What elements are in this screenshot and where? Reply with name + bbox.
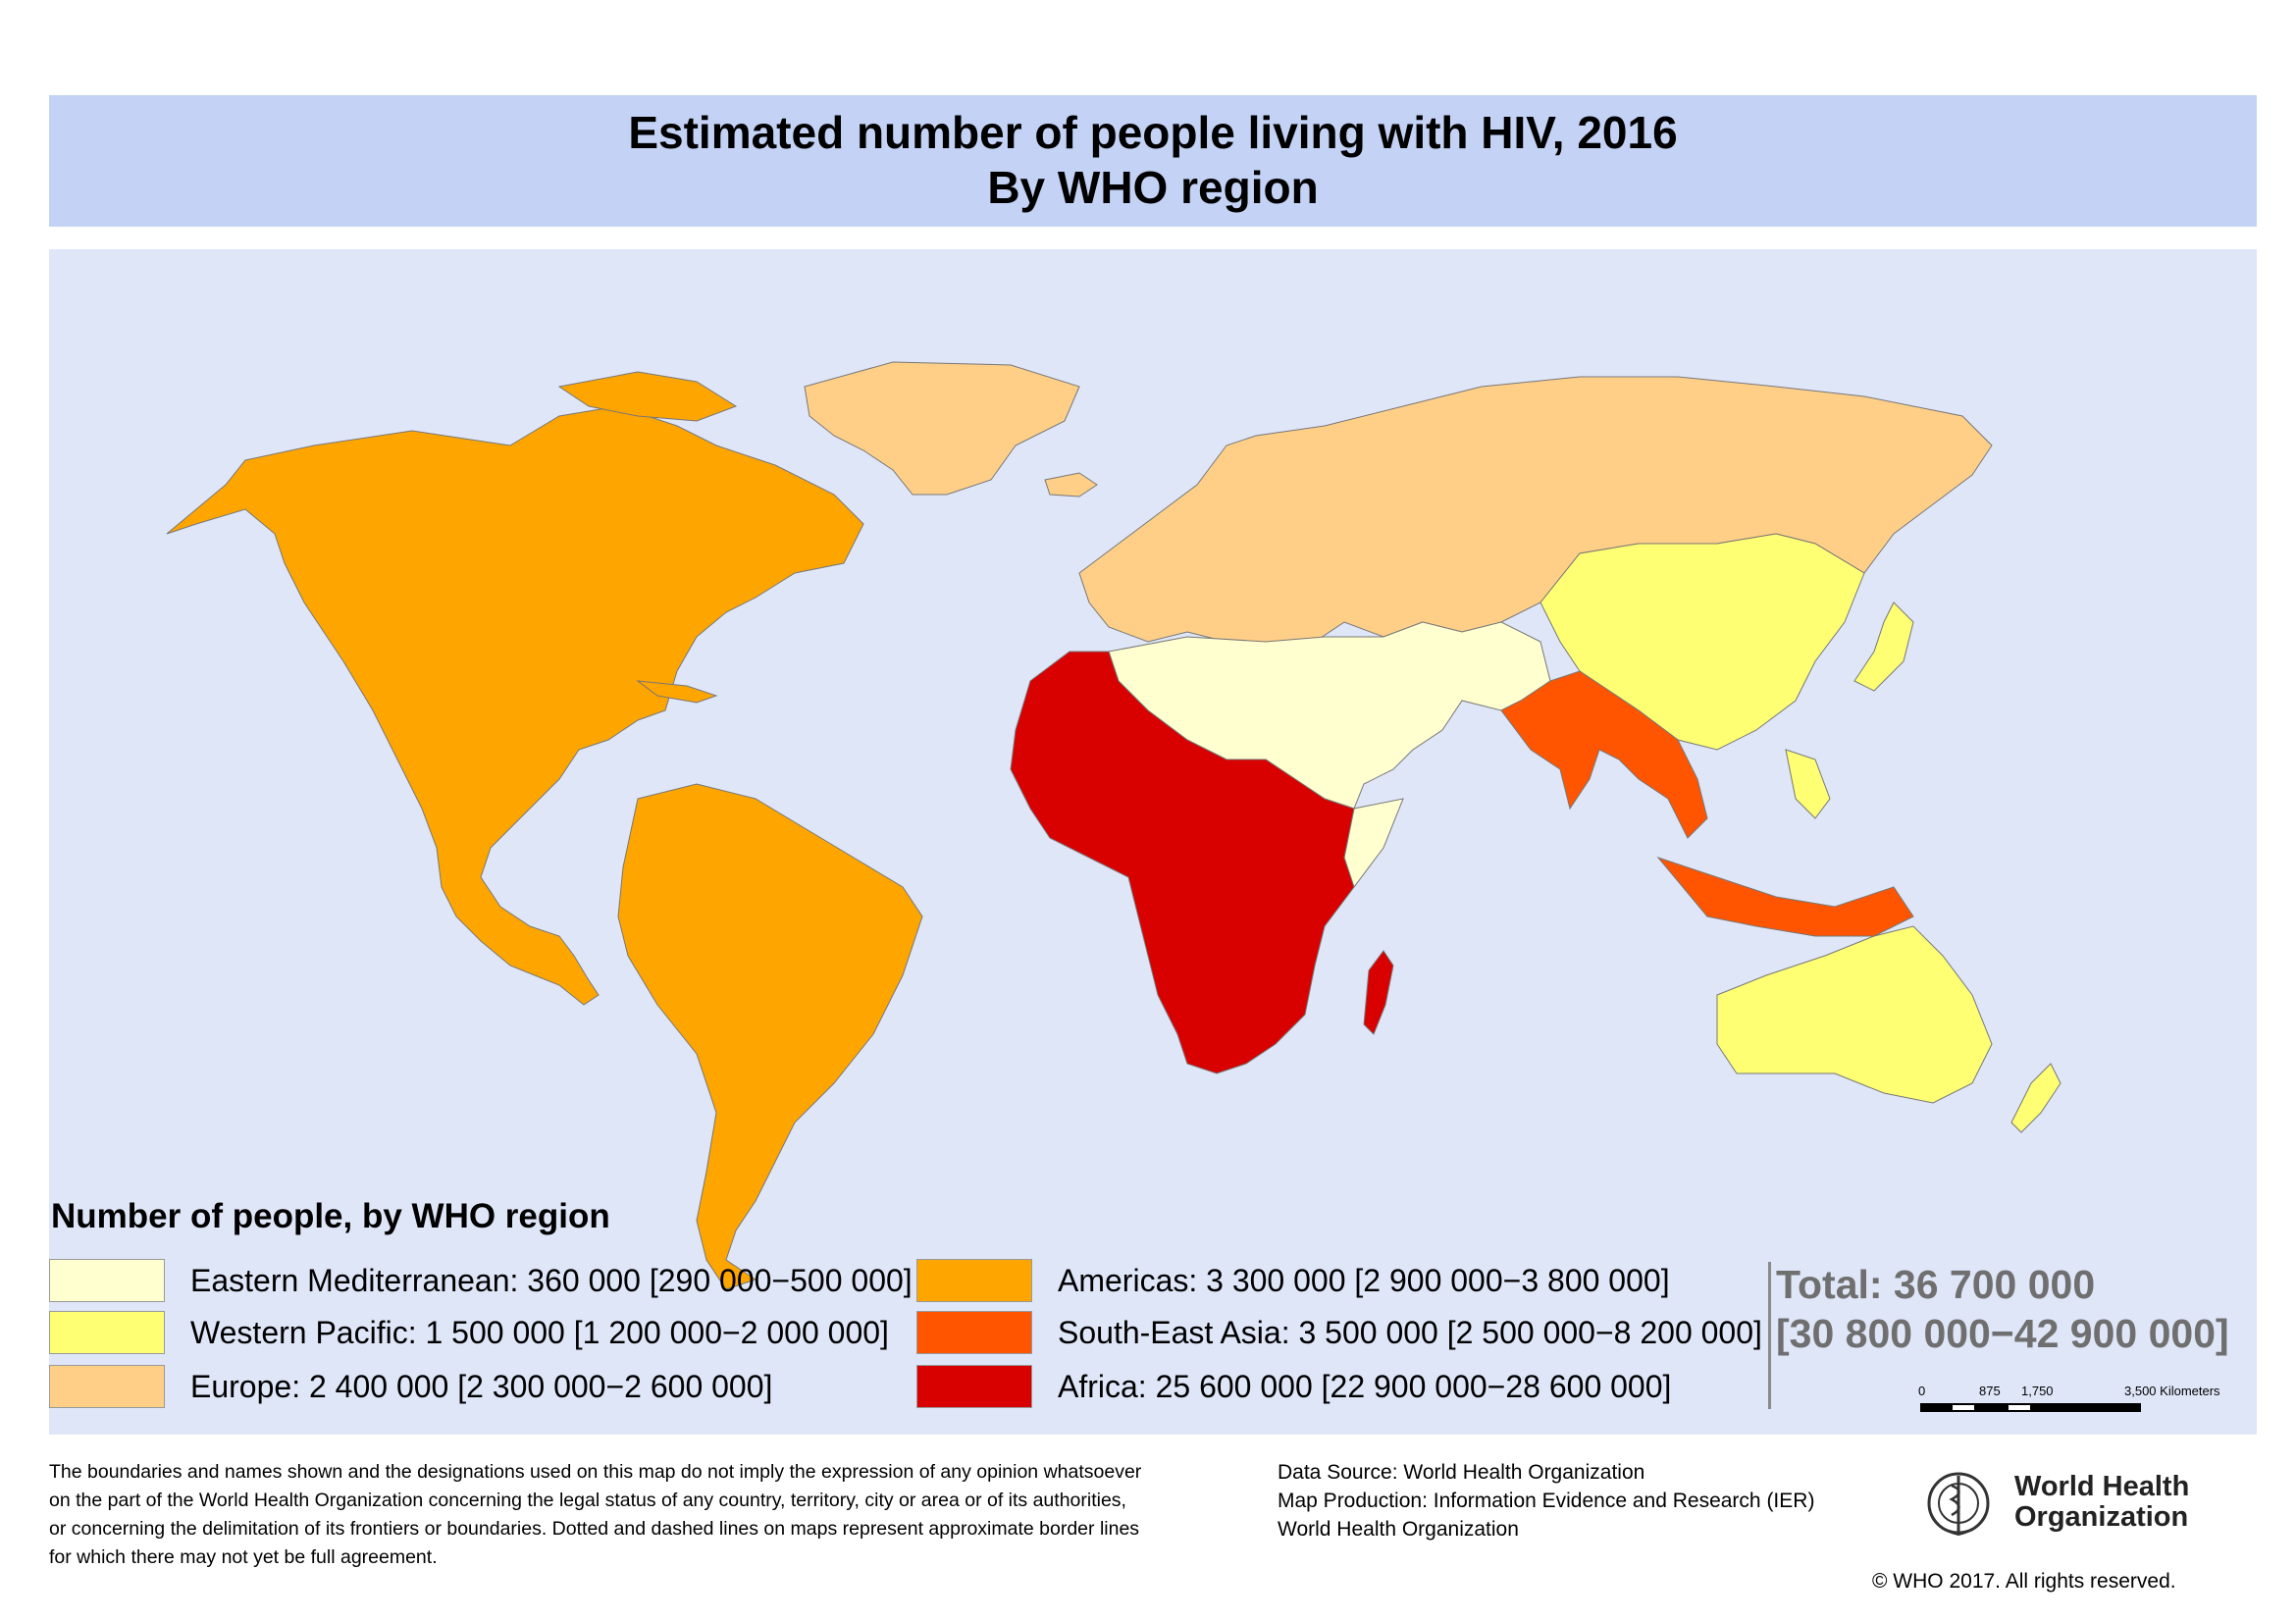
world-map [49,249,2257,1435]
legend-label: Americas: 3 300 000 [2 900 000−3 800 000… [1058,1262,1670,1298]
legend-label: Eastern Mediterranean: 360 000 [290 000−… [190,1262,913,1298]
who-emblem-icon [1927,1472,1990,1537]
legend-item-europe: Europe: 2 400 000 [2 300 000−2 600 000] [49,1365,772,1408]
scale-bar: 0 875 1,750 3,500 Kilometers [1918,1384,2220,1412]
who-logo-text: World Health Organization [2014,1472,2189,1533]
copyright: © WHO 2017. All rights reserved. [1872,1570,2176,1593]
legend-title: Number of people, by WHO region [51,1197,610,1235]
region-africa-madagascar [1363,950,1394,1035]
region-africa [1010,651,1355,1074]
map-subtitle: By WHO region [987,162,1319,213]
legend-swatch [49,1365,165,1408]
legend-label: Europe: 2 400 000 [2 300 000−2 600 000] [190,1368,773,1404]
legend-label: Africa: 25 600 000 [22 900 000−28 600 00… [1058,1368,1672,1404]
scale-tick-1750: 1,750 [2021,1384,2054,1398]
disclaimer-line: The boundaries and names shown and the d… [49,1461,1142,1483]
credit-data-source: Data Source: World Health Organization [1278,1461,1645,1484]
region-caribbean [636,680,718,704]
world-map-svg [166,361,2061,1290]
legend-swatch [916,1259,1032,1302]
credits: Data Source: World Health Organization M… [1278,1458,1814,1543]
legend-label: Western Pacific: 1 500 000 [1 200 000−2 … [190,1314,889,1350]
map-title-band: Estimated number of people living with H… [49,95,2257,227]
scale-tick-875: 875 [1979,1384,2001,1398]
legend-swatch [49,1311,165,1354]
credit-organization: World Health Organization [1278,1518,1519,1541]
who-logo-line2: Organization [2014,1501,2189,1533]
region-western-pacific-japan [1853,601,1914,692]
region-western-pacific-nz [2010,1063,2061,1133]
disclaimer-line: or concerning the delimitation of its fr… [49,1518,1140,1540]
total-range: [30 800 000−42 900 000] [1776,1311,2229,1356]
legend-swatch [916,1365,1032,1408]
scale-tick-3500: 3,500 Kilometers [2124,1384,2220,1398]
map-title: Estimated number of people living with H… [628,107,1678,158]
region-south-east-asia [1500,670,1708,839]
region-western-pacific-se [1785,749,1831,819]
legend-label: South-East Asia: 3 500 000 [2 500 000−8 … [1058,1314,1762,1350]
legend-swatch [916,1311,1032,1354]
total-value: Total: 36 700 000 [1776,1262,2096,1307]
disclaimer: The boundaries and names shown and the d… [49,1458,1226,1572]
region-americas-north [166,405,864,1006]
disclaimer-line: on the part of the World Health Organiza… [49,1490,1126,1511]
region-western-pacific-australia [1716,925,1993,1104]
region-greenland [804,361,1080,496]
legend-item-south-east-asia: South-East Asia: 3 500 000 [2 500 000−8 … [916,1311,1762,1354]
legend-item-americas: Americas: 3 300 000 [2 900 000−3 800 000… [916,1259,1670,1302]
scale-bar-seg [2009,1405,2030,1410]
region-europe [1078,376,1993,653]
total-divider [1768,1262,1771,1409]
who-logo-line1: World Health [2014,1471,2190,1502]
region-canada-arctic [557,371,738,422]
region-south-east-asia-islands [1656,856,1914,937]
region-americas-south [617,783,923,1290]
legend-item-western-pacific: Western Pacific: 1 500 000 [1 200 000−2 … [49,1311,889,1354]
scale-bar-base [1920,1403,2141,1412]
legend-item-eastern-mediterranean: Eastern Mediterranean: 360 000 [290 000−… [49,1259,913,1302]
region-iceland [1044,472,1098,497]
legend-item-africa: Africa: 25 600 000 [22 900 000−28 600 00… [916,1365,1671,1408]
scale-bar-seg [1953,1405,1974,1410]
credit-map-production: Map Production: Information Evidence and… [1278,1490,1815,1512]
scale-tick-0: 0 [1918,1384,1925,1398]
legend-swatch [49,1259,165,1302]
disclaimer-line: for which there may not yet be full agre… [49,1546,438,1568]
